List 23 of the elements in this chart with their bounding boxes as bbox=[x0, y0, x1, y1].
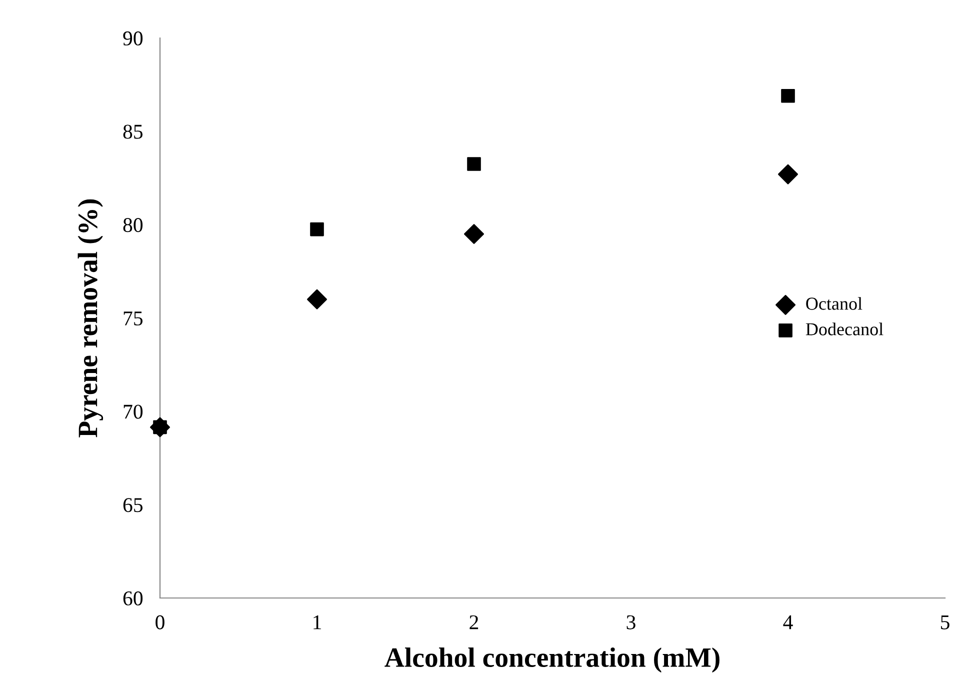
x-axis-title: Alcohol concentration (mM) bbox=[384, 647, 720, 673]
y-tick-label: 70 bbox=[124, 404, 143, 419]
legend-label: Dodecanol bbox=[806, 322, 884, 336]
y-tick-label: 80 bbox=[123, 218, 143, 232]
x-tick-label: 4 bbox=[783, 615, 793, 630]
point bbox=[467, 157, 481, 171]
y-tick-label: 60 bbox=[123, 591, 143, 606]
point bbox=[310, 222, 324, 236]
x-tick-label: 3 bbox=[626, 615, 636, 630]
point bbox=[781, 88, 795, 103]
point bbox=[778, 164, 798, 184]
x-tick-label: 5 bbox=[941, 615, 950, 630]
point bbox=[306, 289, 328, 310]
x-tick-label: 0 bbox=[156, 615, 164, 630]
y-tick-label: 65 bbox=[123, 498, 143, 512]
point bbox=[464, 224, 484, 244]
y-tick-label: 75 bbox=[124, 312, 143, 326]
y-axis-title: Pyrene removal (%) bbox=[78, 199, 104, 438]
x-tick-label: 2 bbox=[470, 615, 478, 630]
y-tick-label: 85 bbox=[123, 124, 143, 139]
x-tick-label: 1 bbox=[314, 615, 321, 630]
y-tick-label: 90 bbox=[123, 31, 143, 46]
legend-label: Octanol bbox=[806, 297, 862, 310]
